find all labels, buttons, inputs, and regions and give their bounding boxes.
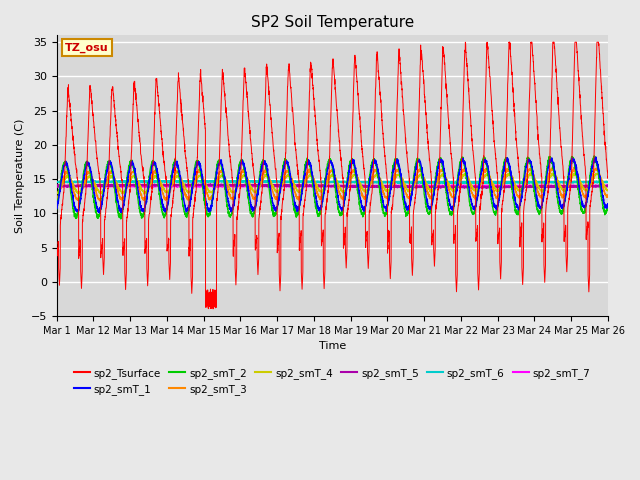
X-axis label: Time: Time — [319, 341, 346, 351]
Text: TZ_osu: TZ_osu — [65, 42, 109, 53]
Y-axis label: Soil Temperature (C): Soil Temperature (C) — [15, 119, 25, 233]
Title: SP2 Soil Temperature: SP2 Soil Temperature — [251, 15, 414, 30]
Legend: sp2_Tsurface, sp2_smT_1, sp2_smT_2, sp2_smT_3, sp2_smT_4, sp2_smT_5, sp2_smT_6, : sp2_Tsurface, sp2_smT_1, sp2_smT_2, sp2_… — [70, 363, 595, 399]
